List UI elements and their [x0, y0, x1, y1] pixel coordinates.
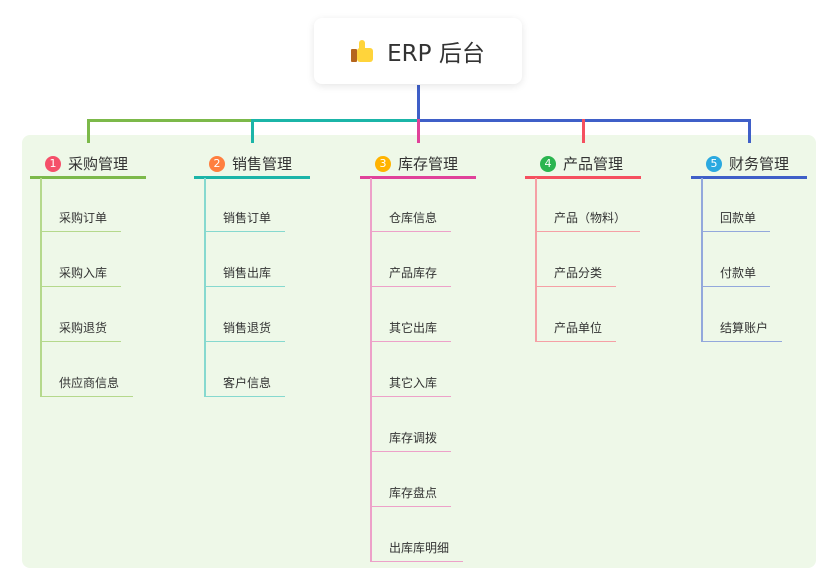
branch-spine [535, 178, 537, 341]
child-node[interactable]: 采购退货 [40, 319, 122, 342]
branch-title: 产品管理 [563, 155, 624, 173]
child-node[interactable]: 采购入库 [40, 264, 122, 287]
root-title: ERP 后台 [387, 41, 485, 67]
branch-connector-v [748, 119, 751, 143]
child-node[interactable]: 销售订单 [204, 209, 286, 232]
number-badge: 4 [540, 155, 556, 172]
child-node[interactable]: 销售退货 [204, 319, 286, 342]
child-node[interactable]: 其它入库 [370, 374, 452, 397]
child-node[interactable]: 仓库信息 [370, 209, 452, 232]
branch-connector-v [417, 119, 420, 143]
branch-spine [40, 178, 42, 396]
branch-spine [370, 178, 372, 561]
branch-connector-v [582, 119, 585, 143]
branch-underline [360, 176, 476, 179]
branch-title: 财务管理 [729, 155, 790, 173]
branch-title: 采购管理 [68, 155, 129, 173]
child-node[interactable]: 回款单 [701, 209, 771, 232]
branch-connector-h [418, 119, 585, 122]
branch-connector-h [88, 119, 254, 122]
branch-connector-h [252, 119, 420, 122]
child-node[interactable]: 库存盘点 [370, 484, 452, 507]
branch-connector-h [583, 119, 751, 122]
root-node[interactable]: ERP 后台 [314, 18, 522, 84]
branch-underline [194, 176, 310, 179]
branch-title: 销售管理 [232, 155, 293, 173]
child-node[interactable]: 其它出库 [370, 319, 452, 342]
branch-spine [701, 178, 703, 341]
number-badge: 2 [209, 155, 225, 172]
branch-1[interactable]: 1 采购管理 [45, 150, 128, 177]
child-node[interactable]: 结算账户 [701, 319, 783, 342]
branch-4[interactable]: 4 产品管理 [540, 150, 623, 177]
child-node[interactable]: 产品单位 [535, 319, 617, 342]
branch-underline [525, 176, 641, 179]
branch-spine [204, 178, 206, 396]
child-node[interactable]: 库存调拨 [370, 429, 452, 452]
diagram-background [22, 135, 816, 568]
child-node[interactable]: 产品分类 [535, 264, 617, 287]
child-node[interactable]: 采购订单 [40, 209, 122, 232]
thumbs-up-icon [351, 39, 375, 63]
branch-connector-v [251, 119, 254, 143]
number-badge: 3 [375, 155, 391, 172]
branch-underline [691, 176, 807, 179]
number-badge: 5 [706, 155, 722, 172]
child-node[interactable]: 产品库存 [370, 264, 452, 287]
root-connector [417, 85, 420, 122]
child-node[interactable]: 客户信息 [204, 374, 286, 397]
child-node[interactable]: 付款单 [701, 264, 771, 287]
child-node[interactable]: 产品（物料） [535, 209, 641, 232]
branch-title: 库存管理 [398, 155, 459, 173]
number-badge: 1 [45, 155, 61, 172]
branch-3[interactable]: 3 库存管理 [375, 150, 458, 177]
branch-2[interactable]: 2 销售管理 [209, 150, 292, 177]
branch-underline [30, 176, 146, 179]
branch-5[interactable]: 5 财务管理 [706, 150, 789, 177]
child-node[interactable]: 供应商信息 [40, 374, 134, 397]
branch-connector-v [87, 119, 90, 143]
child-node[interactable]: 出库库明细 [370, 539, 464, 562]
child-node[interactable]: 销售出库 [204, 264, 286, 287]
